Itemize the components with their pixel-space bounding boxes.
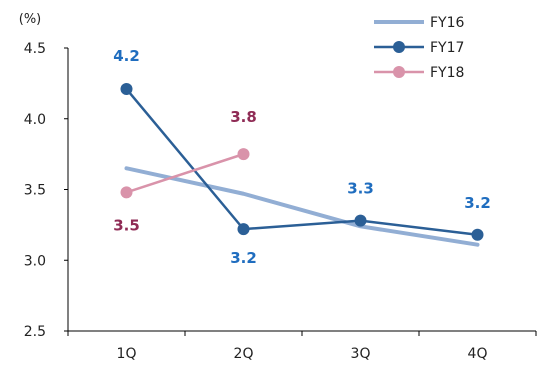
- series-line-fy18: [125, 152, 245, 194]
- x-tick-label: 1Q: [117, 346, 137, 362]
- series-line-fy17: [125, 87, 479, 237]
- y-axis-ticks: 2.5 3.0 3.5 4.0 4.5: [24, 41, 68, 340]
- data-point-fy18: [120, 186, 133, 199]
- y-tick-label: 2.5: [24, 324, 46, 340]
- legend-label-fy17: FY17: [430, 40, 464, 56]
- data-label-fy18: 3.5: [113, 216, 140, 234]
- series-layer: [120, 83, 484, 247]
- data-label-fy17: 3.2: [464, 194, 491, 212]
- y-tick-label: 4.5: [24, 41, 46, 57]
- data-point-fy18: [237, 148, 250, 161]
- data-label-fy17: 3.3: [347, 180, 374, 198]
- x-tick-label: 2Q: [234, 346, 254, 362]
- data-label-fy18: 3.8: [230, 108, 257, 126]
- x-axis-ticks: 1Q 2Q 3Q 4Q: [67, 331, 537, 362]
- x-tick-label: 3Q: [351, 346, 371, 362]
- series-line-fy16: [124, 166, 480, 247]
- x-tick-label: 4Q: [468, 346, 488, 362]
- data-label-fy17: 3.2: [230, 249, 257, 267]
- y-tick-label: 3.0: [24, 253, 46, 269]
- data-label-fy17: 4.2: [113, 47, 140, 65]
- legend: FY16 FY17 FY18: [374, 15, 465, 81]
- legend-label-fy16: FY16: [430, 15, 465, 31]
- y-tick-label: 4.0: [24, 112, 46, 128]
- legend-marker-fy17: [393, 41, 405, 53]
- data-labels: 4.2 3.2 3.3 3.2 3.5 3.8: [113, 47, 491, 267]
- data-point-fy17: [471, 228, 484, 241]
- legend-marker-fy18: [393, 66, 405, 78]
- data-point-fy17: [237, 223, 250, 236]
- y-axis-unit: (%): [19, 12, 42, 27]
- legend-label-fy18: FY18: [430, 65, 464, 81]
- y-tick-label: 3.5: [24, 183, 46, 199]
- data-point-fy17: [120, 83, 133, 96]
- data-point-fy17: [354, 214, 367, 227]
